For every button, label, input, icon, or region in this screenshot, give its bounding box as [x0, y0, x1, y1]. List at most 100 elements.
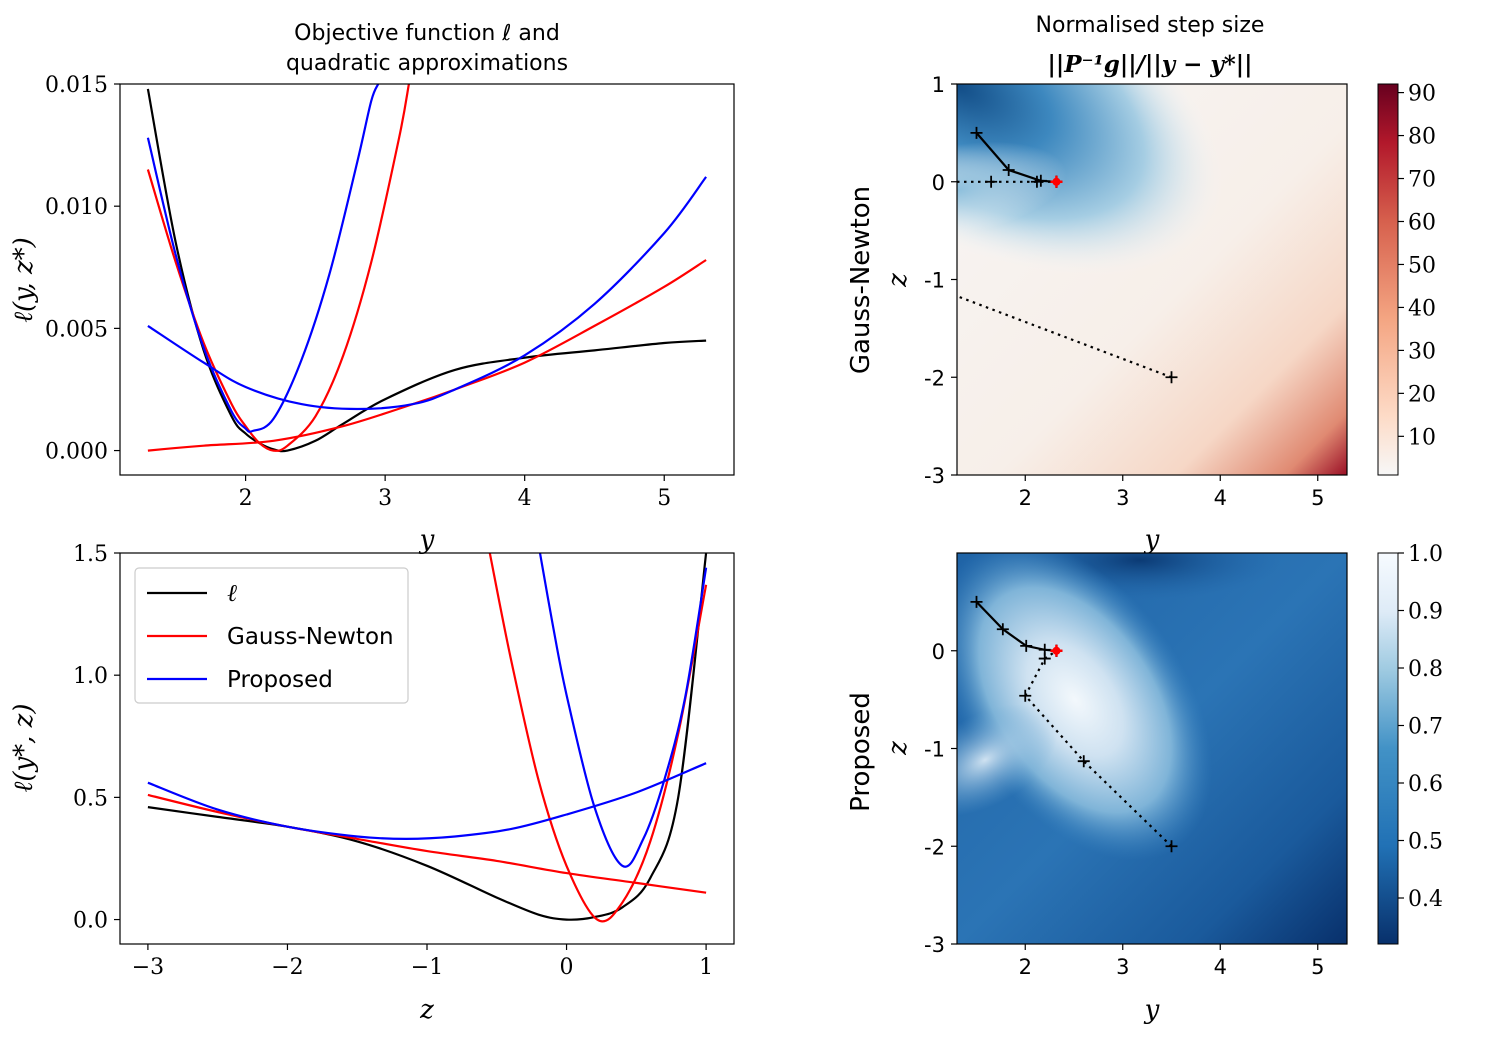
chart-title-line2: quadratic approximations — [286, 51, 568, 76]
gauss-newton-heatmap-panel: 2 3 4 5 10-1-2-3 Normalised step size ||P⁻¹… — [846, 13, 1436, 555]
y-tick-label: -1 — [924, 738, 945, 762]
colorbar-tick-label: 0.8 — [1408, 657, 1443, 682]
x-ticks: 2 3 4 5 — [239, 475, 671, 511]
legend-box — [134, 567, 409, 704]
series-line-3 — [147, 762, 707, 841]
axes-frame — [119, 83, 735, 476]
y-tick-label: 0.000 — [45, 440, 108, 465]
y-tick-label: 0.5 — [73, 786, 108, 811]
colorbar-tick-label: 30 — [1408, 339, 1436, 364]
colorbar-tick-label: 90 — [1408, 82, 1436, 107]
y-ticks: 0.000 0.005 0.010 0.015 — [45, 73, 120, 465]
heatmap-light-region-2 — [957, 553, 1347, 944]
trajectory-marker — [1165, 840, 1178, 853]
trajectory-marker — [970, 595, 983, 608]
x-tick-label: 5 — [1311, 955, 1324, 979]
colorbar-tick-label: 50 — [1408, 253, 1436, 278]
plot-area — [146, 84, 707, 453]
trajectories — [957, 126, 1178, 384]
y-tick-label: 0.005 — [45, 317, 108, 342]
optimum-dot — [1052, 646, 1061, 655]
x-tick-label: 2 — [239, 486, 253, 511]
trajectory-marker — [1077, 755, 1090, 768]
colorbar-tick-label: 0.5 — [1408, 830, 1443, 855]
objective-z-panel: −3 −2 −1 0 1 0.0 0.5 1.0 1.5 z ℓ(y*, z) ℓ Gauss-… — [9, 542, 735, 1025]
y-ticks: 0 -1 -2 -3 — [924, 640, 957, 957]
x-tick-label: 5 — [1311, 486, 1324, 510]
trajectory-marker — [985, 175, 998, 188]
y-tick-label: 0 — [932, 640, 945, 664]
series-line-1 — [146, 84, 410, 452]
trajectory-marker — [1038, 652, 1051, 665]
y-tick-label: 1.5 — [73, 542, 108, 567]
series-line-2 — [147, 259, 707, 452]
legend-label: ℓ — [227, 579, 237, 607]
series-line-4 — [538, 553, 708, 868]
x-axis-label: y — [419, 525, 435, 555]
x-tick-label: 1 — [699, 955, 713, 980]
colorbar — [1377, 552, 1399, 945]
y-tick-label: -3 — [924, 933, 945, 957]
colorbar-tick-label: 60 — [1408, 210, 1436, 235]
trajectory-marker — [970, 126, 983, 139]
y-tick-label: -2 — [924, 835, 945, 859]
x-tick-label: 4 — [1214, 955, 1227, 979]
heatmap-blue-region-2 — [957, 84, 1347, 475]
colorbar-tick-label: 0.9 — [1408, 600, 1443, 625]
colorbar-ticks: 10 20 30 40 50 60 70 80 90 — [1398, 82, 1436, 450]
legend-label: Proposed — [227, 667, 333, 693]
y-tick-label: -2 — [924, 366, 945, 390]
x-axis-label: z — [419, 995, 434, 1025]
x-tick-label: 4 — [1214, 486, 1227, 510]
x-tick-label: 4 — [518, 486, 532, 511]
colorbar-tick-label: 80 — [1408, 125, 1436, 150]
x-tick-label: 5 — [657, 486, 671, 511]
colorbar-tick-label: 20 — [1408, 382, 1436, 407]
trajectory-marker — [1019, 689, 1032, 702]
trajectory-marker — [1020, 639, 1033, 652]
optimum-dot — [1052, 177, 1061, 186]
x-tick-label: −1 — [411, 955, 443, 980]
legend-label: Gauss-Newton — [227, 624, 394, 650]
x-tick-label: 3 — [1116, 955, 1129, 979]
trajectories — [970, 595, 1178, 853]
x-axis-label: y — [1144, 525, 1160, 555]
series-line-3 — [146, 84, 380, 433]
row-label: Proposed — [846, 692, 876, 812]
legend: ℓ Gauss-Newton Proposed — [134, 567, 409, 704]
x-tick-label: 3 — [378, 486, 392, 511]
x-ticks: 2 3 4 5 — [1019, 944, 1324, 979]
colorbar — [1377, 83, 1399, 476]
series-line-4 — [147, 176, 707, 411]
x-ticks: 2 3 4 5 — [1019, 475, 1324, 510]
y-tick-label: 0.0 — [73, 909, 108, 934]
chart-title-line2: ||P⁻¹g||/||y − y*|| — [1048, 51, 1253, 78]
series-line-2 — [488, 553, 708, 923]
y-tick-label: 0.010 — [45, 195, 108, 220]
y-axis-label: z — [883, 273, 913, 288]
colorbar-tick-label: 0.4 — [1408, 887, 1443, 912]
series-line-0 — [146, 88, 707, 453]
chart-title-line1: Normalised step size — [1036, 13, 1265, 38]
x-tick-label: 3 — [1116, 486, 1129, 510]
series-line-1 — [147, 793, 707, 894]
row-label: Gauss-Newton — [846, 186, 876, 374]
colorbar-tick-label: 0.6 — [1408, 772, 1443, 797]
y-tick-label: 1.0 — [73, 664, 108, 689]
x-axis-label: y — [1144, 995, 1160, 1025]
plot-area — [147, 553, 708, 923]
y-ticks: 0.0 0.5 1.0 1.5 — [73, 542, 120, 934]
y-ticks: 1 0 -1 -2 -3 — [924, 73, 957, 488]
y-axis-label: ℓ(y, z*) — [9, 237, 39, 323]
y-tick-label: 0 — [932, 171, 945, 195]
colorbar-tick-label: 10 — [1408, 425, 1436, 450]
colorbar-tick-label: 1.0 — [1408, 542, 1443, 567]
x-tick-label: −3 — [132, 955, 164, 980]
x-ticks: −3 −2 −1 0 1 — [132, 944, 713, 980]
x-tick-label: 2 — [1019, 486, 1032, 510]
colorbar-tick-label: 40 — [1408, 296, 1436, 321]
objective-y-panel: 2 3 4 5 0.000 0.005 0.010 0.015 Objective func… — [9, 21, 735, 555]
x-tick-label: 2 — [1019, 955, 1032, 979]
